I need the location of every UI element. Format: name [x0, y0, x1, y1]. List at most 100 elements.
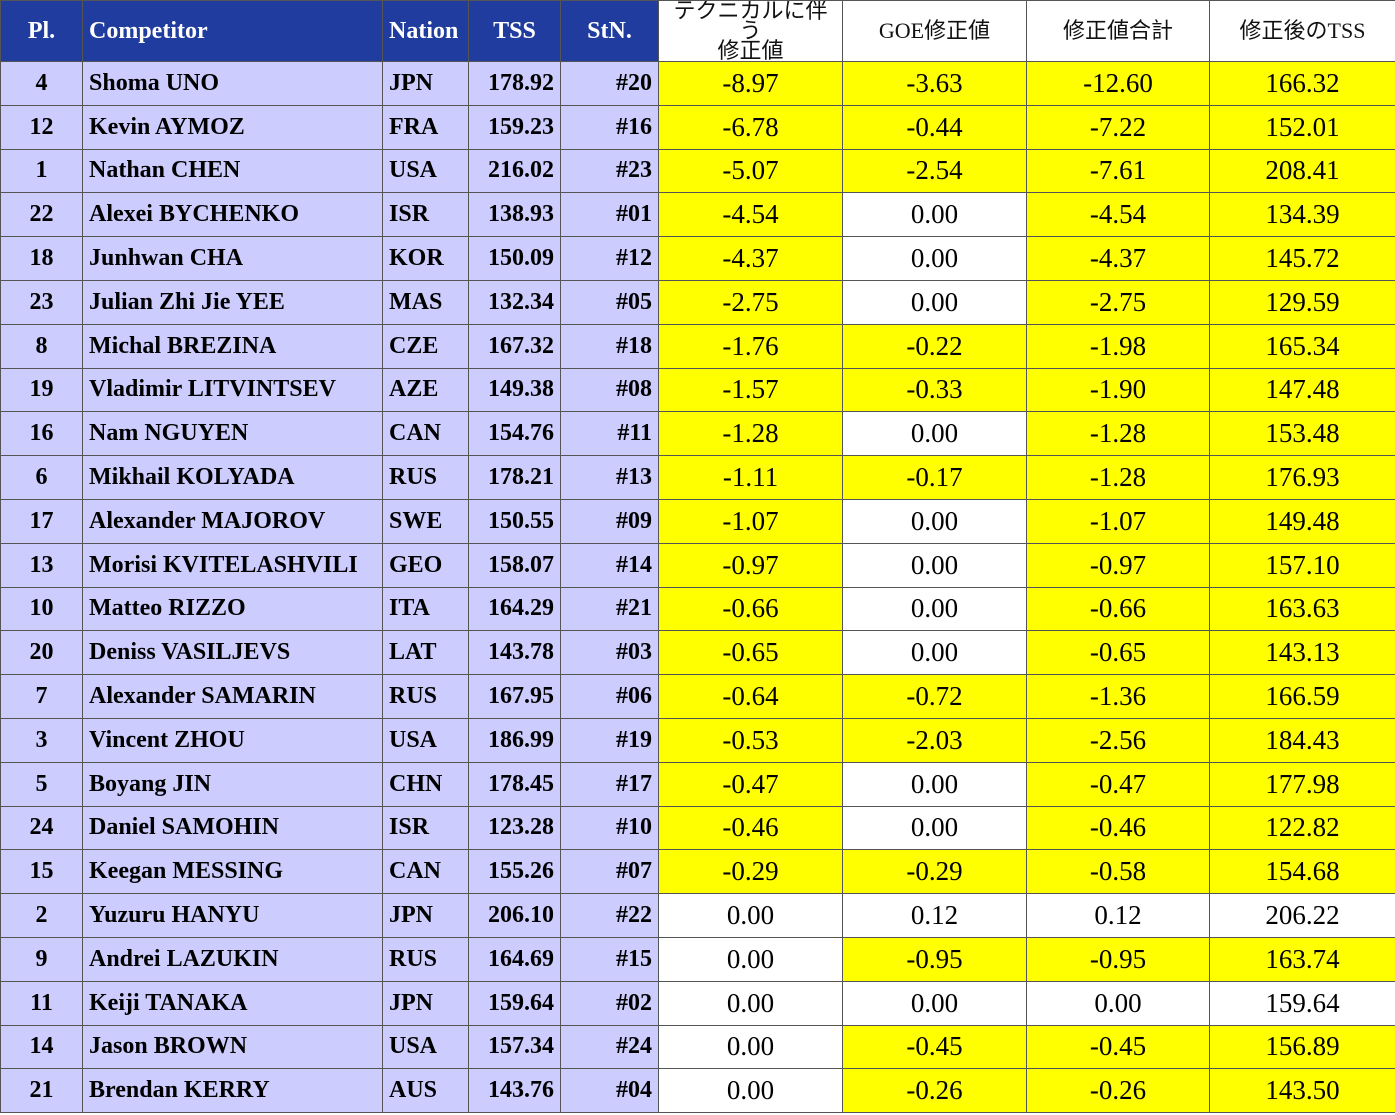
goe-adjustment-cell: -0.95: [842, 936, 1027, 982]
competitor-cell: Morisi KVITELASHVILI: [82, 542, 383, 588]
nation-cell: CZE: [382, 323, 469, 369]
adjusted-tss-cell: 159.64: [1209, 980, 1395, 1026]
column-header: TSS: [468, 0, 561, 62]
row: 12 Kevin AYMOZ FRA 159.23 #16 -6.78 -0.44 -7.22…: [0, 104, 1395, 150]
adjustment-total-cell: 0.00: [1026, 980, 1210, 1026]
goe-adjustment-cell: -0.29: [842, 849, 1027, 895]
adjusted-tss-cell: 154.68: [1209, 849, 1395, 895]
adjustment-total-cell: -1.07: [1026, 498, 1210, 544]
place-cell: 23: [0, 279, 83, 325]
start-number-cell: #19: [560, 717, 659, 763]
row: 16 Nam NGUYEN CAN 154.76 #11 -1.28 0.00 -1.28 15…: [0, 411, 1395, 457]
adjusted-tss-cell: 143.50: [1209, 1068, 1395, 1114]
tss-cell: 159.64: [468, 980, 561, 1026]
nation-cell: SWE: [382, 498, 469, 544]
adjusted-tss-cell: 206.22: [1209, 893, 1395, 938]
tss-cell: 159.23: [468, 104, 561, 150]
adjustment-total-cell: -0.26: [1026, 1068, 1210, 1114]
start-number-cell: #17: [560, 761, 659, 807]
row: 10 Matteo RIZZO ITA 164.29 #21 -0.66 0.00 -0.66…: [0, 586, 1395, 632]
goe-adjustment-cell: 0.00: [842, 279, 1027, 325]
adjusted-tss-cell: 166.32: [1209, 61, 1395, 106]
competitor-cell: Keiji TANAKA: [82, 980, 383, 1026]
tss-cell: 143.78: [468, 630, 561, 676]
column-header: Competitor: [82, 0, 383, 62]
adjustment-total-cell: -1.36: [1026, 674, 1210, 719]
start-number-cell: #22: [560, 893, 659, 938]
competitor-cell: Matteo RIZZO: [82, 586, 383, 632]
adjusted-tss-cell: 143.13: [1209, 630, 1395, 676]
place-cell: 5: [0, 761, 83, 807]
row: 9 Andrei LAZUKIN RUS 164.69 #15 0.00 -0.95 -0.9…: [0, 936, 1395, 982]
adjusted-tss-cell: 157.10: [1209, 542, 1395, 588]
adjusted-tss-cell: 145.72: [1209, 236, 1395, 281]
place-cell: 19: [0, 367, 83, 413]
column-header: テクニカルに伴う 修正値: [658, 0, 843, 62]
competitor-cell: Boyang JIN: [82, 761, 383, 807]
place-cell: 7: [0, 674, 83, 719]
tss-cell: 138.93: [468, 192, 561, 238]
row: 6 Mikhail KOLYADA RUS 178.21 #13 -1.11 -0.17 -1…: [0, 455, 1395, 500]
nation-cell: LAT: [382, 630, 469, 676]
goe-adjustment-cell: 0.00: [842, 805, 1027, 851]
row: 3 Vincent ZHOU USA 186.99 #19 -0.53 -2.03 -2.56…: [0, 717, 1395, 763]
competitor-cell: Mikhail KOLYADA: [82, 455, 383, 500]
place-cell: 22: [0, 192, 83, 238]
technical-adjustment-cell: -5.07: [658, 148, 843, 194]
competitor-cell: Keegan MESSING: [82, 849, 383, 895]
tss-cell: 178.92: [468, 61, 561, 106]
technical-adjustment-cell: 0.00: [658, 1024, 843, 1070]
nation-cell: ISR: [382, 805, 469, 851]
place-cell: 16: [0, 411, 83, 457]
start-number-cell: #08: [560, 367, 659, 413]
place-cell: 24: [0, 805, 83, 851]
competitor-cell: Shoma UNO: [82, 61, 383, 106]
adjustment-total-cell: -2.75: [1026, 279, 1210, 325]
competitor-cell: Julian Zhi Jie YEE: [82, 279, 383, 325]
tss-cell: 158.07: [468, 542, 561, 588]
start-number-cell: #05: [560, 279, 659, 325]
nation-cell: AZE: [382, 367, 469, 413]
adjusted-tss-cell: 166.59: [1209, 674, 1395, 719]
adjusted-tss-cell: 165.34: [1209, 323, 1395, 369]
place-cell: 13: [0, 542, 83, 588]
competitor-cell: Daniel SAMOHIN: [82, 805, 383, 851]
technical-adjustment-cell: -1.57: [658, 367, 843, 413]
row: 18 Junhwan CHA KOR 150.09 #12 -4.37 0.00 -4.37 1…: [0, 236, 1395, 281]
nation-cell: RUS: [382, 936, 469, 982]
row: 7 Alexander SAMARIN RUS 167.95 #06 -0.64 -0.72…: [0, 674, 1395, 719]
nation-cell: CAN: [382, 849, 469, 895]
goe-adjustment-cell: 0.12: [842, 893, 1027, 938]
row: 14 Jason BROWN USA 157.34 #24 0.00 -0.45 -0.45 1…: [0, 1024, 1395, 1070]
nation-cell: USA: [382, 717, 469, 763]
start-number-cell: #13: [560, 455, 659, 500]
adjustment-total-cell: -1.90: [1026, 367, 1210, 413]
nation-cell: RUS: [382, 674, 469, 719]
tss-cell: 164.69: [468, 936, 561, 982]
row: 15 Keegan MESSING CAN 155.26 #07 -0.29 -0.29 -0…: [0, 849, 1395, 895]
technical-adjustment-cell: -0.47: [658, 761, 843, 807]
adjustment-total-cell: -0.47: [1026, 761, 1210, 807]
tss-cell: 143.76: [468, 1068, 561, 1114]
technical-adjustment-cell: 0.00: [658, 980, 843, 1026]
column-header: 修正後のTSS: [1209, 0, 1395, 62]
place-cell: 20: [0, 630, 83, 676]
adjustment-total-cell: 0.12: [1026, 893, 1210, 938]
start-number-cell: #02: [560, 980, 659, 1026]
goe-adjustment-cell: -0.17: [842, 455, 1027, 500]
start-number-cell: #10: [560, 805, 659, 851]
goe-adjustment-cell: 0.00: [842, 761, 1027, 807]
tss-cell: 186.99: [468, 717, 561, 763]
adjustment-total-cell: -0.65: [1026, 630, 1210, 676]
nation-cell: JPN: [382, 980, 469, 1026]
start-number-cell: #15: [560, 936, 659, 982]
row: 2 Yuzuru HANYU JPN 206.10 #22 0.00 0.12 0.12 206…: [0, 893, 1395, 938]
tss-cell: 164.29: [468, 586, 561, 632]
goe-adjustment-cell: -2.54: [842, 148, 1027, 194]
start-number-cell: #18: [560, 323, 659, 369]
adjusted-tss-cell: 177.98: [1209, 761, 1395, 807]
tss-cell: 155.26: [468, 849, 561, 895]
competitor-cell: Kevin AYMOZ: [82, 104, 383, 150]
competitor-cell: Vincent ZHOU: [82, 717, 383, 763]
column-header: Pl.: [0, 0, 83, 62]
